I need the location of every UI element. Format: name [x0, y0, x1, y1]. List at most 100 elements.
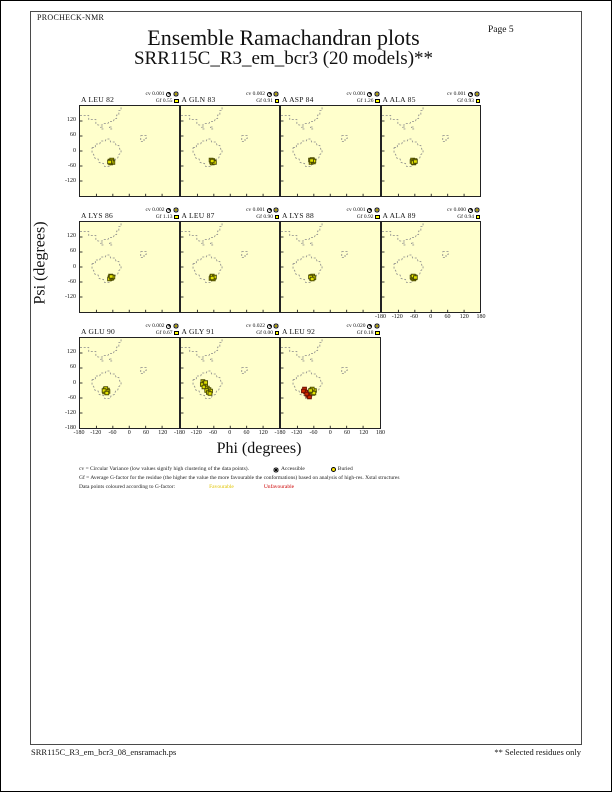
- plot-stats: cv 0.020 Gf 0.18: [347, 323, 380, 336]
- accessible-star-icon: [474, 207, 480, 213]
- ramachandran-plot: [179, 337, 280, 429]
- x-tick-label: -60: [209, 430, 217, 436]
- gf-stat-row: Gf 0.91: [256, 98, 279, 104]
- y-tick-label: 120: [67, 232, 76, 239]
- favoured-region-contour: [101, 243, 103, 245]
- gf-stat-row: Gf 0.93: [457, 98, 480, 104]
- buried-label: Buried: [337, 466, 353, 472]
- cv-value: cv 0.022: [246, 323, 265, 329]
- y-tick-label: 60: [70, 132, 76, 139]
- unfavourable-label: Unfavourable: [263, 484, 295, 490]
- gf-value: Gf 0.91: [256, 98, 273, 104]
- favoured-region-contour: [141, 136, 146, 142]
- legend-gf-text: Gf = Average G-factor for the residue (t…: [79, 475, 400, 481]
- y-axis-title-text: Psi (degrees): [32, 221, 49, 305]
- model-point-favourable: [203, 381, 207, 385]
- cv-stat-row: cv 0.001: [447, 91, 480, 97]
- plot-stats: cv 0.001 Gf 0.55: [146, 91, 179, 104]
- gf-stat-row: Gf 0.67: [156, 330, 179, 336]
- x-tick-label: -180: [174, 430, 185, 436]
- model-point-favourable: [310, 277, 314, 281]
- residue-label: A LYS 86: [81, 211, 114, 220]
- legend-colour-text: Data points coloured according to G-fact…: [79, 484, 176, 490]
- cv-value: cv 0.001: [246, 207, 265, 213]
- plot-stats: cv 0.001 Gf 0.92: [347, 207, 380, 220]
- y-tick-label: 0: [73, 379, 76, 386]
- residue-label: A ALA 85: [382, 95, 416, 104]
- gf-value: Gf 0.94: [457, 214, 474, 220]
- favoured-region-contour: [193, 139, 222, 167]
- gf-square-icon: [375, 214, 380, 220]
- y-tick-label: -60: [68, 162, 76, 169]
- model-point-favourable: [208, 392, 212, 396]
- gf-value: Gf 0.00: [256, 330, 273, 336]
- cv-stat-row: cv 0.001: [146, 91, 179, 97]
- favoured-region-contour: [110, 359, 112, 361]
- page-border-frame: [30, 11, 582, 745]
- accessible-star-icon: [474, 91, 480, 97]
- x-tick-label: -60: [410, 314, 418, 320]
- cv-stat-row: cv 0.001: [347, 91, 380, 97]
- favoured-region-contour: [342, 252, 347, 258]
- favoured-region-contour: [311, 359, 313, 361]
- residue-label: A LEU 82: [81, 95, 115, 104]
- y-axis-title: Psi (degrees): [32, 89, 49, 437]
- favoured-region-contour: [241, 252, 246, 258]
- gf-value: Gf 0.18: [356, 330, 374, 336]
- plot-header: A GLY 91 cv 0.022 Gf 0.00: [180, 321, 281, 337]
- accessible-star-icon: [273, 207, 279, 213]
- cv-stat-row: cv 0.002: [246, 91, 279, 97]
- gf-stat-row: Gf 0.90: [256, 214, 279, 220]
- legend-line-gf: Gf = Average G-factor for the residue (t…: [79, 474, 515, 483]
- footer-filename: SRR115C_R3_em_bcr3_08_ensramach.ps: [31, 747, 177, 757]
- page-number: Page 5: [488, 25, 514, 35]
- ramachandran-plot: [79, 105, 180, 197]
- gf-value: Gf 0.92: [356, 214, 374, 220]
- gf-stat-row: Gf 1.13: [156, 214, 179, 220]
- x-tick-label: 60: [444, 314, 451, 320]
- x-tick-label: 120: [258, 430, 268, 436]
- gf-square-icon: [274, 214, 279, 220]
- buried-circle-icon: [330, 467, 336, 472]
- pie-icon: [467, 91, 473, 97]
- cv-stat-row: cv 0.001: [246, 207, 279, 213]
- favoured-region-contour: [201, 359, 203, 361]
- x-tick-label: 0: [328, 430, 332, 436]
- x-tick-label: -120: [90, 430, 102, 436]
- cv-stat-row: cv 0.001: [347, 207, 380, 213]
- cv-value: cv 0.001: [346, 91, 366, 97]
- favoured-region-contour: [281, 222, 322, 241]
- ramachandran-plot-cell: A GLU 90 cv 0.002 Gf 0.67: [79, 321, 180, 429]
- plot-area: A LEU 82 cv 0.001 Gf 0.55 A GLN 83 cv 0.…: [65, 89, 486, 437]
- favoured-region-contour: [442, 252, 447, 258]
- favoured-region-contour: [92, 139, 121, 167]
- ramachandran-plot: [280, 337, 381, 429]
- y-tick-label: 120: [67, 116, 76, 123]
- residue-label: A LEU 92: [282, 327, 316, 336]
- plot-stats: cv 0.001 Gf 1.26: [347, 91, 380, 104]
- cv-value: cv 0.002: [145, 207, 165, 213]
- gf-value: Gf 0.93: [457, 98, 474, 104]
- accessible-star-icon: [172, 91, 179, 97]
- legend-block: cv = Circular Variance (low values signi…: [79, 465, 515, 492]
- model-point-favourable: [310, 159, 314, 163]
- cv-value: cv 0.002: [246, 91, 265, 97]
- gf-stat-row: Gf 0.55: [156, 98, 179, 104]
- x-tick-label: -120: [291, 430, 303, 436]
- favoured-region-contour: [293, 255, 322, 283]
- x-tick-label: 60: [243, 430, 250, 436]
- y-tick-label: 0: [73, 147, 76, 154]
- accessible-star-icon: [273, 91, 279, 97]
- cv-stat-row: cv 0.002: [146, 323, 179, 329]
- gf-square-icon: [274, 98, 279, 104]
- ramachandran-plot: [280, 105, 381, 197]
- y-tick-label: -180: [65, 424, 76, 431]
- model-point-favourable: [105, 391, 109, 395]
- favoured-region-contour: [342, 136, 347, 142]
- cv-value: cv 0.001: [447, 91, 466, 97]
- plot-header: A GLU 90 cv 0.002 Gf 0.67: [79, 321, 180, 337]
- ramachandran-plot-cell: A LEU 92 cv 0.020 Gf 0.18: [280, 321, 381, 429]
- ramachandran-plot-cell: A ALA 85 cv 0.001 Gf 0.93: [380, 89, 481, 197]
- y-tick-label: -120: [65, 294, 76, 301]
